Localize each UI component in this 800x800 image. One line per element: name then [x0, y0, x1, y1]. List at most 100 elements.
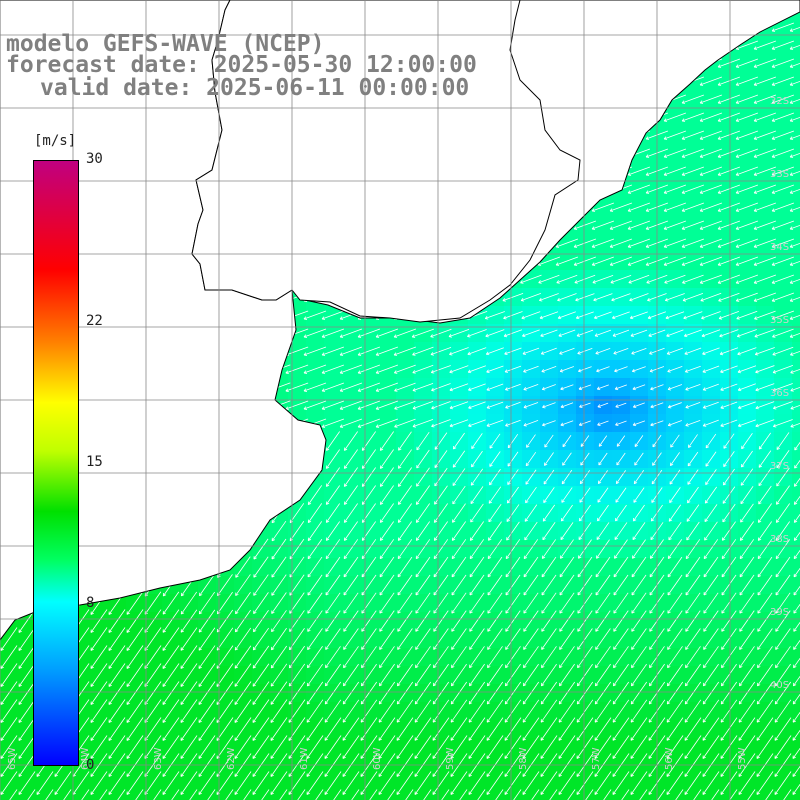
field-cell	[792, 450, 800, 468]
field-cell	[792, 252, 800, 270]
field-cell	[792, 522, 800, 540]
field-cell	[792, 360, 800, 378]
field-cell	[702, 792, 720, 800]
field-cell	[792, 684, 800, 702]
field-cell	[792, 180, 800, 198]
field-cell	[792, 432, 800, 450]
valid-date: valid date: 2025-06-11 00:00:00	[40, 75, 470, 101]
field-cell	[18, 792, 36, 800]
field-cell	[288, 792, 306, 800]
field-cell	[792, 108, 800, 126]
field-cell	[792, 342, 800, 360]
field-cell	[468, 792, 486, 800]
latitude-label: 35S	[770, 315, 789, 326]
latitude-label: 33S	[770, 169, 789, 180]
longitude-label: 63W	[153, 747, 164, 770]
field-cell	[738, 792, 756, 800]
latitude-label: 37S	[770, 461, 789, 472]
colorbar-tick-label: 8	[86, 595, 95, 612]
field-cell	[792, 594, 800, 612]
field-cell	[630, 792, 648, 800]
field-cell	[324, 792, 342, 800]
field-cell	[414, 792, 432, 800]
field-cell	[792, 324, 800, 342]
longitude-label: 62W	[226, 747, 237, 770]
colorbar-tick-label: 22	[86, 312, 103, 329]
longitude-label: 65W	[7, 747, 18, 770]
field-cell	[774, 792, 792, 800]
field-cell	[792, 720, 800, 738]
field-cell	[684, 792, 702, 800]
field-cell	[378, 792, 396, 800]
field-cell	[792, 144, 800, 162]
field-cell	[792, 504, 800, 522]
latitude-label: 40S	[770, 680, 789, 691]
field-cell	[72, 792, 90, 800]
field-cell	[792, 18, 800, 36]
field-cell	[486, 792, 504, 800]
forecast-date: forecast date: 2025-05-30 12:00:00	[6, 52, 477, 78]
colorbar-unit: [m/s]	[34, 133, 77, 149]
field-cell	[720, 792, 738, 800]
field-cell	[432, 792, 450, 800]
field-cell	[54, 792, 72, 800]
field-cell	[90, 792, 108, 800]
longitude-label: 57W	[591, 747, 602, 770]
field-cell	[792, 396, 800, 414]
field-cell	[792, 270, 800, 288]
field-cell	[792, 90, 800, 108]
field-cell	[792, 702, 800, 720]
field-cell	[612, 792, 630, 800]
field-cell	[792, 36, 800, 54]
field-cell	[792, 468, 800, 486]
field-cell	[576, 792, 594, 800]
colorbar-tick-label: 30	[86, 151, 103, 167]
field-cell	[792, 666, 800, 684]
field-cell	[792, 558, 800, 576]
latitude-label: 34S	[770, 242, 789, 253]
field-cell	[144, 792, 162, 800]
field-cell	[792, 630, 800, 648]
latitude-label: 38S	[770, 534, 789, 545]
latitude-label: 39S	[770, 607, 789, 618]
longitude-label: 56W	[664, 747, 675, 770]
field-cell	[792, 612, 800, 630]
field-cell	[792, 306, 800, 324]
field-cell	[540, 792, 558, 800]
field-cell	[792, 126, 800, 144]
field-cell	[36, 792, 54, 800]
field-cell	[342, 792, 360, 800]
field-cell	[522, 792, 540, 800]
field-cell	[792, 576, 800, 594]
field-cell	[792, 198, 800, 216]
field-cell	[792, 378, 800, 396]
field-cell	[792, 648, 800, 666]
field-cell	[396, 792, 414, 800]
longitude-label: 61W	[299, 747, 310, 770]
field-cell	[234, 792, 252, 800]
longitude-label: 58W	[518, 747, 529, 770]
field-cell	[792, 486, 800, 504]
longitude-label: 55W	[737, 747, 748, 770]
field-cell	[756, 792, 774, 800]
latitude-label: 32S	[770, 96, 789, 107]
field-cell	[558, 792, 576, 800]
field-cell	[504, 792, 522, 800]
field-cell	[270, 792, 288, 800]
field-cell	[126, 792, 144, 800]
field-cell	[792, 234, 800, 252]
field-cell	[792, 288, 800, 306]
colorbar-tick-label: 15	[86, 454, 103, 470]
field-cell	[0, 792, 18, 800]
colorbar-tick-label: 0	[86, 757, 95, 773]
longitude-label: 60W	[372, 747, 383, 770]
latitude-label: 36S	[770, 388, 789, 399]
field-cell	[252, 792, 270, 800]
field-cell	[792, 414, 800, 432]
field-cell	[162, 792, 180, 800]
field-cell	[198, 792, 216, 800]
field-cell	[108, 792, 126, 800]
field-cell	[666, 792, 684, 800]
colorbar	[33, 160, 79, 766]
